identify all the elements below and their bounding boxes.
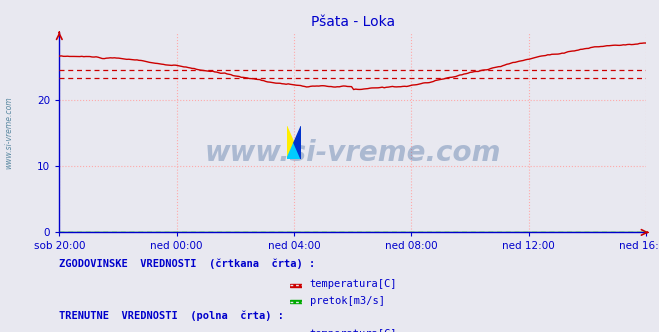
Text: temperatura[C]: temperatura[C] [310, 329, 397, 332]
Polygon shape [294, 126, 301, 159]
Text: TRENUTNE  VREDNOSTI  (polna  črta) :: TRENUTNE VREDNOSTI (polna črta) : [59, 310, 284, 321]
Text: ZGODOVINSKE  VREDNOSTI  (črtkana  črta) :: ZGODOVINSKE VREDNOSTI (črtkana črta) : [59, 259, 316, 269]
Text: pretok[m3/s]: pretok[m3/s] [310, 296, 385, 306]
Polygon shape [287, 143, 301, 159]
Bar [290, 300, 302, 303]
Text: www.si-vreme.com: www.si-vreme.com [204, 139, 501, 167]
Text: www.si-vreme.com: www.si-vreme.com [4, 97, 13, 169]
Title: Pšata - Loka: Pšata - Loka [310, 15, 395, 29]
Bar [290, 284, 302, 287]
Text: temperatura[C]: temperatura[C] [310, 279, 397, 289]
Polygon shape [287, 126, 294, 159]
